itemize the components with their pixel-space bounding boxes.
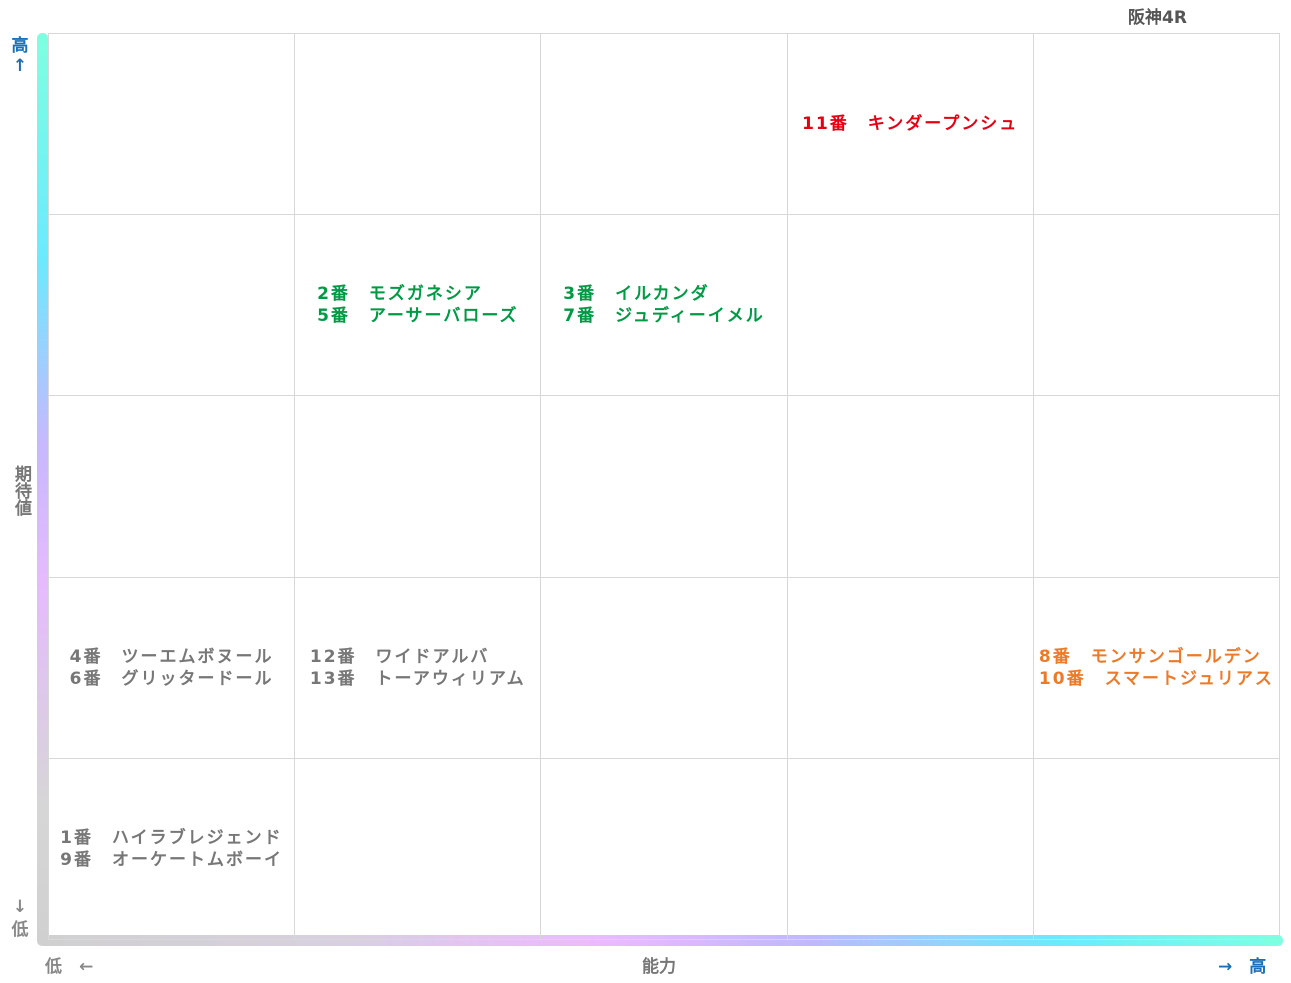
x-high: → 高 (1218, 957, 1267, 977)
cell (786, 577, 1033, 759)
cell (48, 215, 295, 397)
cell (540, 577, 787, 759)
grid: 11番 キンダープンシュ 2番 モズガネシア 5番 アーサーバローズ 3番 イルカンダ… (48, 33, 1280, 940)
horse-entry: 8番 モンサンゴールデン (1038, 646, 1262, 667)
entry-group: 1番 ハイラブレジェンド 9番 オーケートムボーイ (60, 827, 283, 871)
horse-entry: 7番 ジュディーイメル (563, 306, 765, 327)
horse-entry: 10番 スマートジュリアス (1038, 668, 1274, 689)
horse-entry: 5番 アーサーバローズ (317, 306, 519, 327)
x-axis-bar (37, 935, 1283, 946)
cell: 1番 ハイラブレジェンド 9番 オーケートムボーイ (48, 758, 295, 940)
cell: 11番 キンダープンシュ (786, 34, 1033, 216)
cell (1032, 34, 1279, 216)
cell (294, 396, 541, 578)
y-axis-bar (37, 33, 48, 945)
cell (48, 34, 295, 216)
cell: 3番 イルカンダ 7番 ジュディーイメル (540, 215, 787, 397)
cell (540, 34, 787, 216)
cell (1032, 758, 1279, 940)
horse-entry: 2番 モズガネシア (317, 284, 483, 305)
horse-entry: 6番 グリッタードール (69, 668, 274, 689)
entry-group: 2番 モズガネシア 5番 アーサーバローズ (317, 283, 518, 327)
y-high-arrow: ↑ (12, 56, 28, 76)
entry-group: 3番 イルカンダ 7番 ジュディーイメル (563, 283, 764, 327)
cell: 4番 ツーエムボヌール 6番 グリッタードール (48, 577, 295, 759)
entry-group: 11番 キンダープンシュ (802, 113, 1018, 135)
cell (1032, 396, 1279, 578)
entry-group: 4番 ツーエムボヌール 6番 グリッタードール (70, 646, 274, 690)
cell: 12番 ワイドアルバ 13番 トーアウィリアム (294, 577, 541, 759)
horse-entry: 1番 ハイラブレジェンド (60, 827, 283, 848)
y-high: 高 (11, 36, 29, 56)
horse-entry: 12番 ワイドアルバ (309, 646, 490, 667)
x-low: 低 ← (45, 957, 94, 977)
entry-group: 12番 ワイドアルバ 13番 トーアウィリアム (310, 646, 526, 690)
y-low-arrow: ↓ (12, 897, 28, 917)
horse-entry: 4番 ツーエムボヌール (69, 646, 274, 667)
x-label: 能力 (642, 957, 676, 977)
horse-entry: 3番 イルカンダ (563, 284, 710, 305)
cell (294, 758, 541, 940)
cell (786, 396, 1033, 578)
horse-entry: 11番 キンダープンシュ (802, 114, 1019, 135)
y-label: 期待値 (11, 464, 31, 516)
cell (540, 758, 787, 940)
cell (786, 215, 1033, 397)
horse-entry: 13番 トーアウィリアム (309, 668, 526, 689)
entry-group: 8番 モンサンゴールデン 10番 スマートジュリアス (1039, 646, 1274, 690)
cell: 2番 モズガネシア 5番 アーサーバローズ (294, 215, 541, 397)
cell: 8番 モンサンゴールデン 10番 スマートジュリアス (1032, 577, 1279, 759)
horse-entry: 9番 オーケートムボーイ (60, 849, 283, 870)
title: 阪神4R (1128, 8, 1187, 28)
cell (1032, 215, 1279, 397)
cell (540, 396, 787, 578)
cell (786, 758, 1033, 940)
cell (48, 396, 295, 578)
cell (294, 34, 541, 216)
y-low: 低 (11, 920, 29, 940)
